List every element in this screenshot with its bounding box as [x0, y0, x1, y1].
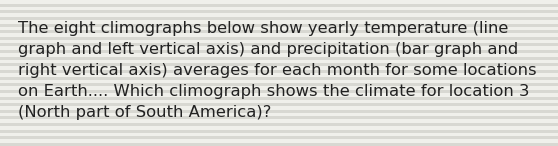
Bar: [0, 100, 558, 103]
Bar: [0, 110, 558, 113]
Bar: [0, 143, 558, 146]
Bar: [0, 90, 558, 93]
Bar: [0, 63, 558, 66]
Bar: [0, 139, 558, 143]
Bar: [0, 66, 558, 70]
Bar: [0, 7, 558, 10]
Bar: [0, 20, 558, 24]
Bar: [0, 77, 558, 80]
Bar: [0, 13, 558, 17]
Bar: [0, 60, 558, 63]
Bar: [0, 4, 558, 7]
Bar: [0, 133, 558, 136]
Bar: [0, 136, 558, 139]
Bar: [0, 83, 558, 86]
Bar: [0, 53, 558, 57]
Bar: [0, 17, 558, 20]
Bar: [0, 130, 558, 133]
Bar: [0, 33, 558, 37]
Bar: [0, 44, 558, 46]
Bar: [0, 117, 558, 119]
Text: The eight climographs below show yearly temperature (line
graph and left vertica: The eight climographs below show yearly …: [18, 21, 537, 120]
Bar: [0, 0, 558, 4]
Bar: [0, 27, 558, 30]
Bar: [0, 86, 558, 90]
Bar: [0, 24, 558, 27]
Bar: [0, 113, 558, 117]
Bar: [0, 37, 558, 40]
Bar: [0, 93, 558, 97]
Bar: [0, 97, 558, 100]
Bar: [0, 106, 558, 110]
Bar: [0, 70, 558, 73]
Bar: [0, 57, 558, 60]
Bar: [0, 10, 558, 13]
Bar: [0, 119, 558, 123]
Bar: [0, 30, 558, 33]
Bar: [0, 123, 558, 126]
Bar: [0, 103, 558, 106]
Bar: [0, 80, 558, 83]
Bar: [0, 50, 558, 53]
Bar: [0, 126, 558, 130]
Bar: [0, 40, 558, 44]
Bar: [0, 46, 558, 50]
Bar: [0, 73, 558, 77]
